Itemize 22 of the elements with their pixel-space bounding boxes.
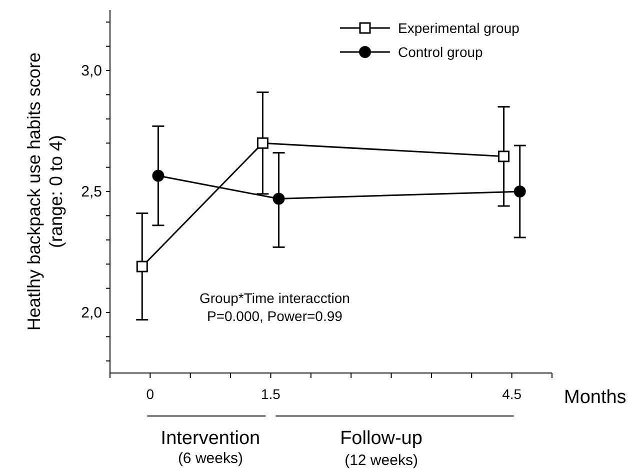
x-tick-label: 1.5 — [260, 386, 281, 402]
y-tick-label: 2,0 — [81, 304, 102, 322]
point — [272, 192, 285, 205]
legend-label: Experimental group — [398, 20, 520, 36]
y-tick-label: 2,5 — [81, 184, 102, 200]
x-tick-label: 0 — [146, 386, 154, 402]
point — [498, 150, 510, 162]
point — [136, 260, 148, 272]
annotation: P=0.000, Power=0.99 — [206, 308, 343, 324]
point — [514, 186, 526, 198]
legend-label: Control group — [398, 44, 484, 60]
x-axis-title: Months — [564, 387, 626, 408]
x-tick-label: 4.5 — [502, 386, 522, 402]
text: (6 weeks) — [178, 450, 243, 467]
point — [256, 137, 268, 149]
text: (12 weeks) — [344, 452, 418, 469]
annotation: Group*Time interacction — [199, 290, 350, 306]
text: Follow-up — [340, 428, 422, 449]
y-axis-title: Heatlhy backpack use habits score (range: 0 to 4) — [24, 52, 66, 331]
point — [152, 170, 164, 182]
text: Intervention — [160, 428, 260, 449]
y-tick-label: 3,0 — [81, 62, 102, 80]
